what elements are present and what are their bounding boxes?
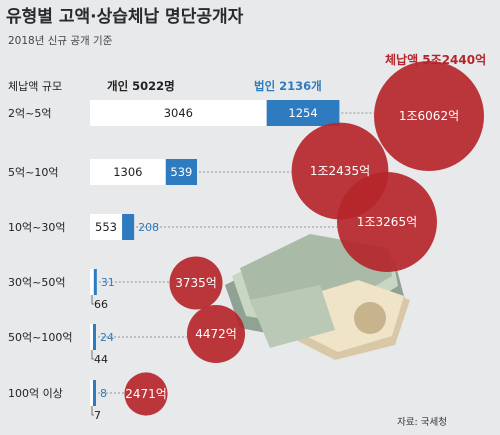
category-label: 30억~50억 [8,276,65,289]
bar-individual [90,159,166,185]
value-pointer [91,406,94,416]
bar-individual [90,100,267,126]
chart-labels: 2억~5억 3046 1254 1조6062억 5억~10억 1306 539 1조2435억… [8,106,459,422]
bar-corporate [266,100,340,126]
money-stack-illustration [225,234,410,360]
value-pointer [91,350,94,360]
amount-bubble [337,172,437,272]
amount-label: 1조3265억 [357,215,417,229]
bar-corporate [165,159,198,185]
corporate-value-label: 8 [100,387,107,400]
bar-corporate [93,269,97,295]
bar-corporate [93,380,96,406]
bar-corporate [122,214,135,240]
corporate-value-label: 539 [170,165,192,179]
bar-individual [90,324,93,350]
bars [90,100,340,406]
category-label: 10억~30억 [8,221,65,234]
leader-lines [98,112,374,394]
bar-individual [90,214,123,240]
category-label: 100억 이상 [8,387,63,400]
individual-value-label: 3046 [164,106,193,120]
amount-bubble [186,304,246,364]
individual-value-label: 1306 [113,165,142,179]
category-label: 2억~5억 [8,107,51,120]
individual-value-label: 66 [94,298,108,311]
individual-value-label: 553 [95,220,117,234]
source-note: 자료: 국세청 [397,417,447,428]
amount-bubble [169,256,223,310]
category-label: 5억~10억 [8,166,58,179]
amount-bubble [374,61,484,171]
category-label: 50억~100억 [8,331,72,344]
column-label: 체납액 규모 [8,80,62,93]
amount-label: 1조6062억 [399,109,459,123]
bar-individual [90,380,93,406]
individual-value-label: 44 [94,353,108,366]
amount-bubbles [124,61,484,416]
corporate-value-label: 208 [138,221,159,234]
amount-total: 체납액 5조2440억 [385,52,486,67]
amount-label: 4472억 [195,327,237,341]
chart-subtitle: 2018년 신규 공개 기준 [8,35,113,47]
chart-title: 유형별 고액·상습체납 명단공개자 [6,6,244,27]
amount-label: 2471억 [125,387,167,401]
corporate-value-label: 1254 [288,106,317,120]
amount-label: 3735억 [175,276,217,290]
value-pointer [91,295,94,305]
corporate-value-label: 31 [101,276,115,289]
amount-bubble [124,372,168,416]
amount-label: 1조2435억 [310,164,370,178]
individual-total: 개인 5022명 [107,79,175,93]
corporate-total: 법인 2136개 [254,79,322,93]
bar-individual [90,269,94,295]
corporate-value-label: 24 [100,331,114,344]
individual-value-label: 7 [94,409,101,422]
bar-corporate [93,324,96,350]
